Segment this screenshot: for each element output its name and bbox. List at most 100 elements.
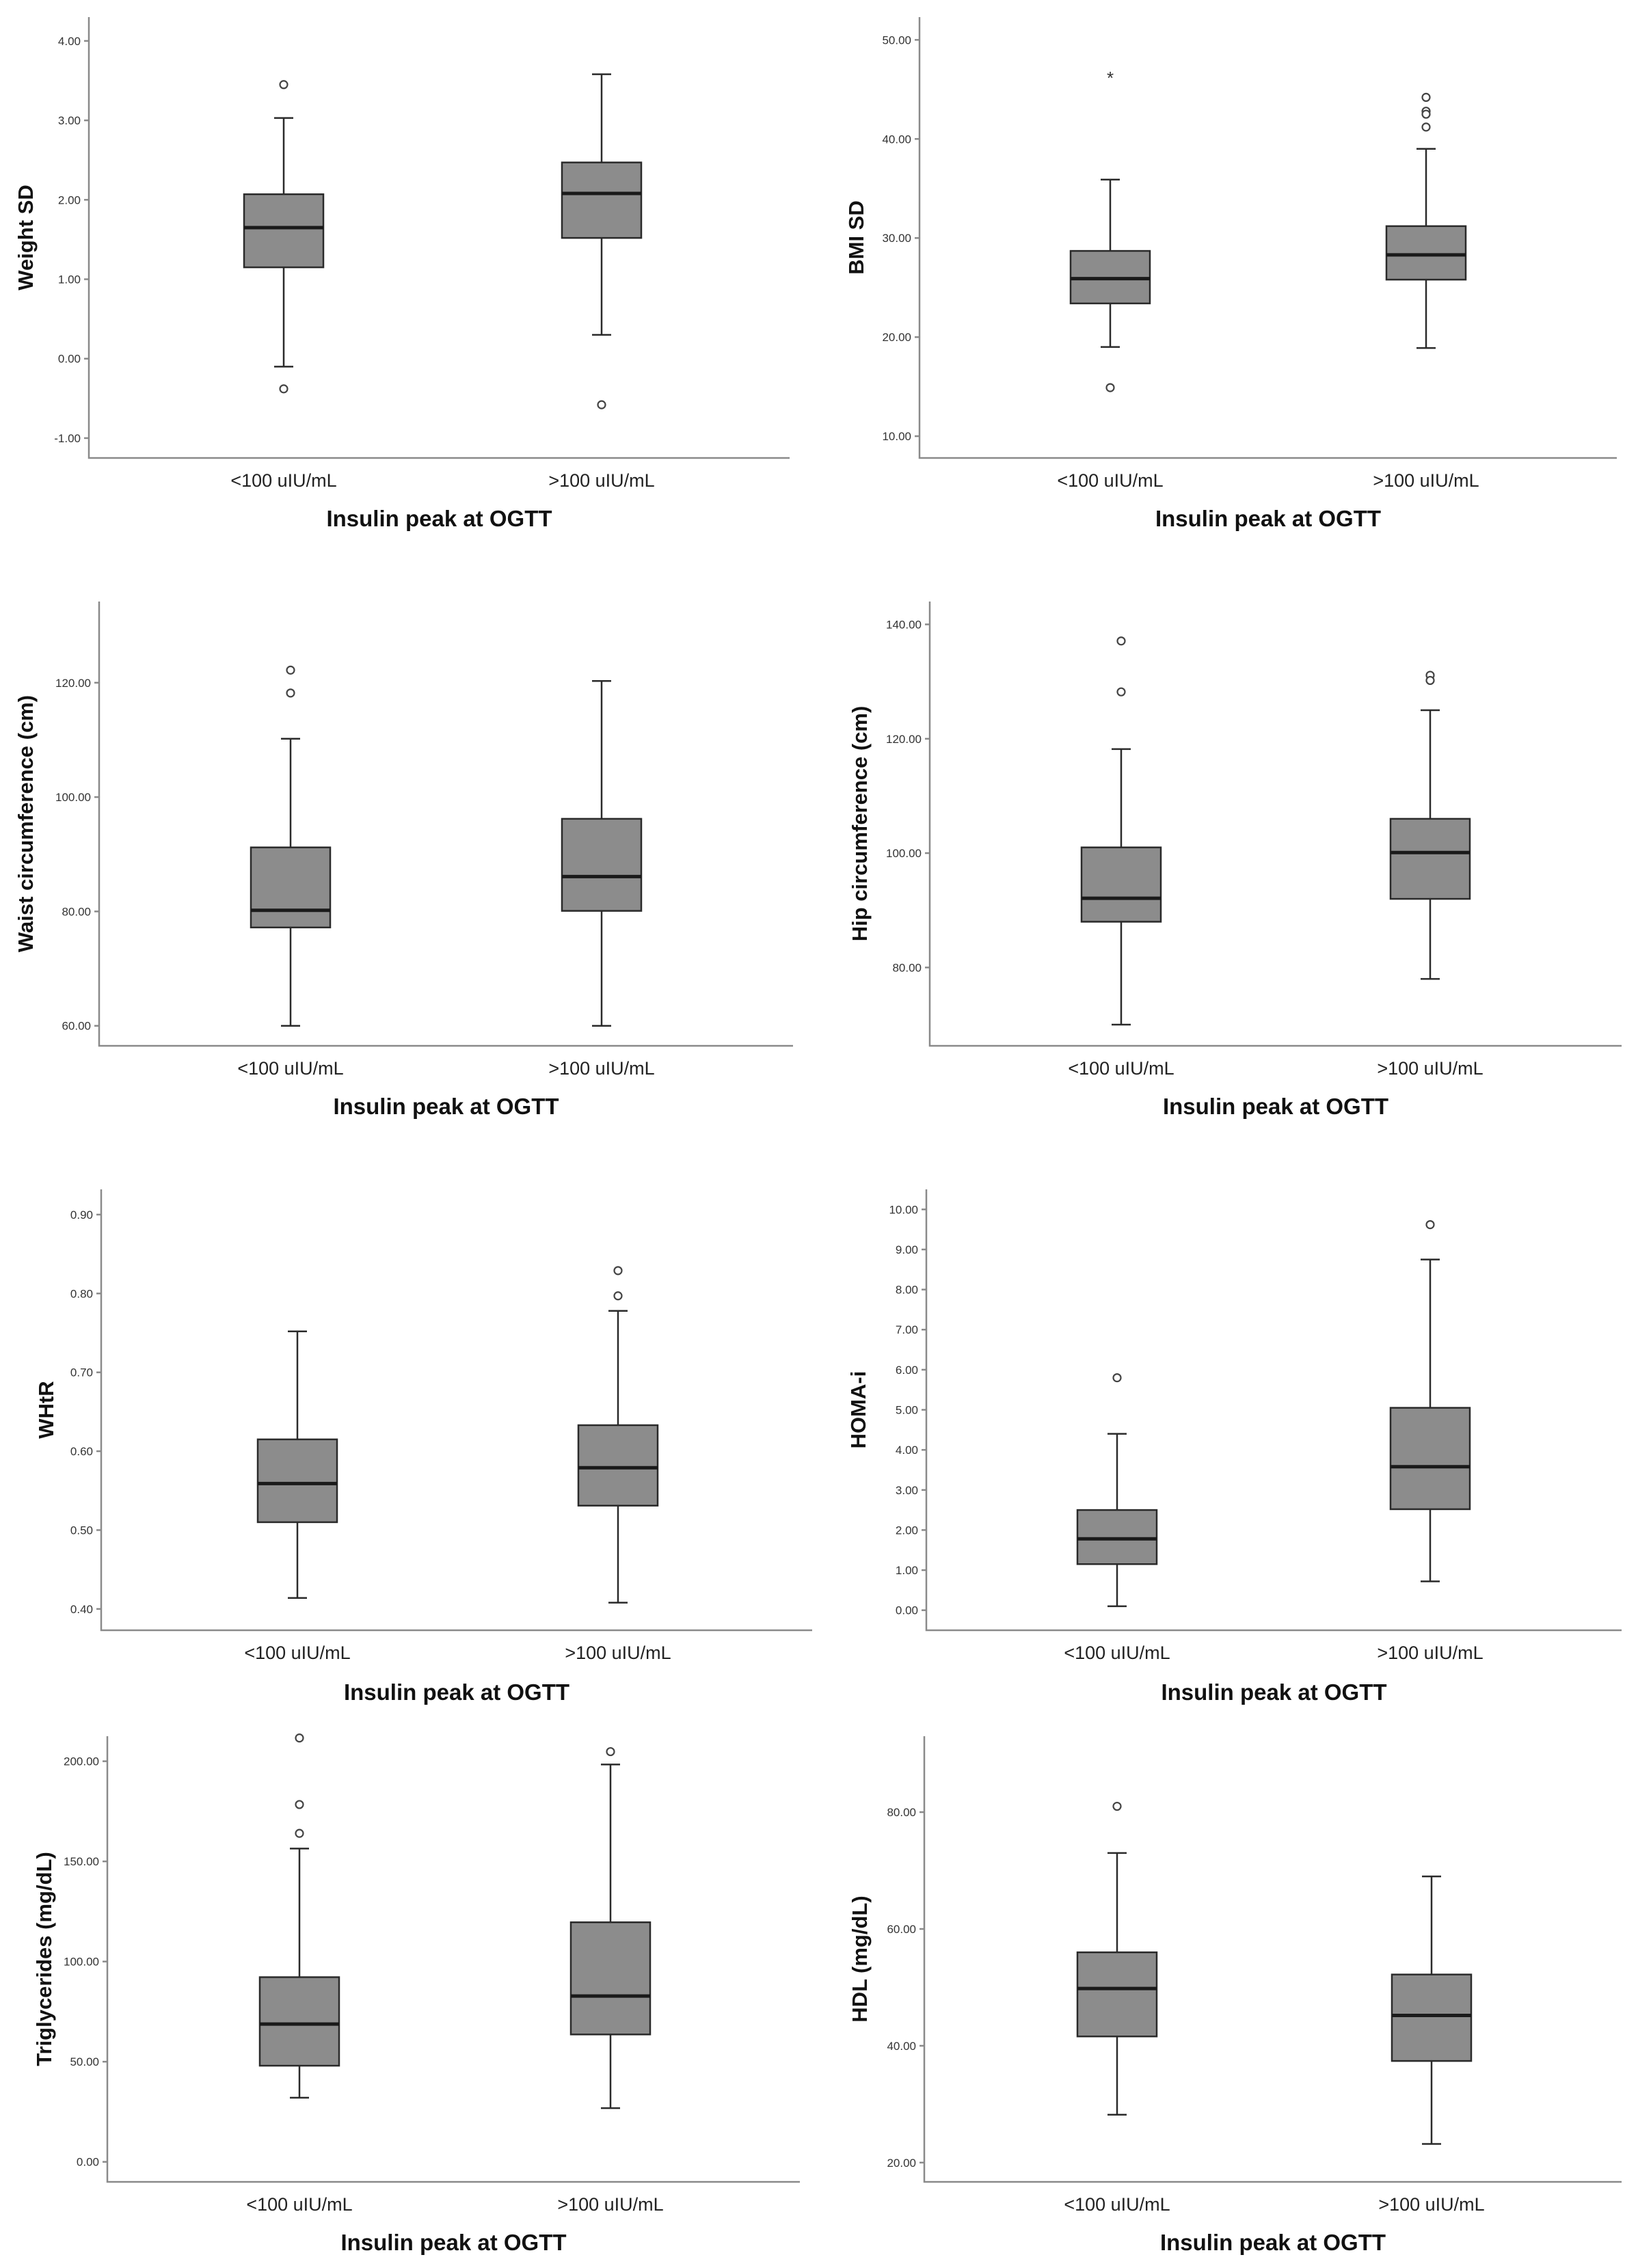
x-axis-title: Insulin peak at OGTT	[1160, 2230, 1386, 2255]
iqr-box	[1389, 1407, 1471, 1511]
x-category-label: <100 uIU/mL	[1064, 2194, 1170, 2215]
y-tick-label: 0.80	[70, 1287, 93, 1300]
outlier-point	[295, 1733, 304, 1743]
iqr-box	[1080, 846, 1162, 923]
axis-lines	[106, 1736, 800, 2183]
outlier-point	[1116, 687, 1126, 697]
iqr-box	[1076, 1951, 1158, 2038]
y-tick-label: 1.00	[58, 273, 81, 286]
y-tick-label: 6.00	[896, 1364, 918, 1377]
y-tick-label: 0.40	[70, 1603, 93, 1616]
y-axis-title: HDL (mg/dL)	[848, 1895, 872, 2022]
axis-lines	[88, 17, 790, 459]
y-tick-label: 0.00	[896, 1604, 918, 1617]
y-tick-label: 2.00	[58, 193, 81, 206]
y-tick-label: 30.00	[882, 232, 911, 245]
y-tick-label: 9.00	[896, 1243, 918, 1256]
y-tick-label: 10.00	[882, 430, 911, 443]
y-tick-label: 0.90	[70, 1209, 93, 1221]
y-tick-label: 10.00	[889, 1203, 918, 1216]
iqr-box	[577, 1424, 659, 1507]
outlier-point	[1105, 383, 1115, 392]
iqr-box	[561, 818, 643, 912]
chart-panel-4: 80.00 100.00 120.00 140.00 Hip circumference…	[848, 602, 1622, 1119]
outlier-point	[1112, 1373, 1122, 1383]
y-tick-label: 60.00	[62, 1020, 91, 1033]
outlier-point	[1421, 109, 1431, 119]
y-axis-title: BMI SD	[844, 200, 868, 275]
y-tick-label: 50.00	[882, 33, 911, 46]
y-tick-label: 0.00	[77, 2156, 99, 2169]
box-group	[256, 1330, 338, 1599]
y-tick-label: 80.00	[892, 961, 922, 974]
y-tick-label: 100.00	[55, 791, 91, 804]
axis-lines	[100, 1189, 812, 1632]
outlier-point	[613, 1266, 623, 1275]
y-axis-title: Waist circumference (cm)	[14, 695, 38, 952]
outlier-point	[1425, 675, 1435, 686]
y-tick-label: 40.00	[882, 133, 911, 146]
y-tick-label: 5.00	[896, 1404, 918, 1417]
box-group	[1385, 92, 1467, 349]
x-category-label: >100 uIU/mL	[557, 2194, 663, 2215]
box-group	[258, 1733, 340, 2099]
chart-panel-1: -1.00 0.00 1.00 2.00 3.00 4.00 Weight SD <100 u…	[14, 17, 790, 531]
axis-lines	[925, 1189, 1622, 1632]
y-tick-label: 20.00	[882, 331, 911, 344]
box-group	[561, 73, 643, 409]
x-category-label: <100 uIU/mL	[237, 1058, 343, 1079]
y-tick-label: 50.00	[70, 2055, 99, 2068]
x-category-label: <100 uIU/mL	[1064, 1643, 1170, 1663]
x-axis-title: Insulin peak at OGTT	[340, 2230, 566, 2255]
y-axis-title: HOMA-i	[846, 1371, 870, 1449]
y-tick-label: 7.00	[896, 1323, 918, 1336]
iqr-box	[569, 1921, 652, 2036]
x-category-label: >100 uIU/mL	[1377, 1643, 1483, 1663]
y-tick-label: 80.00	[62, 905, 91, 918]
y-axis-title: Weight SD	[14, 185, 38, 290]
iqr-box	[243, 193, 325, 269]
axis-lines	[98, 602, 793, 1047]
x-category-label: <100 uIU/mL	[1057, 470, 1163, 491]
box-group	[243, 80, 325, 394]
x-axis-title: Insulin peak at OGTT	[344, 1679, 569, 1705]
chart-panel-5: 0.40 0.50 0.60 0.70 0.80 0.90 WHtR <100 uIU/mL >…	[34, 1189, 812, 1705]
iqr-box	[1389, 818, 1471, 900]
box-group: *	[1069, 68, 1151, 392]
outlier-point	[279, 80, 288, 90]
x-category-label: >100 uIU/mL	[548, 1058, 654, 1079]
y-tick-label: 120.00	[886, 733, 922, 746]
chart-panel-3: 60.00 80.00 100.00 120.00 Waist circumferenc…	[14, 602, 793, 1119]
y-tick-label: 140.00	[886, 618, 922, 631]
x-category-label: <100 uIU/mL	[1068, 1058, 1174, 1079]
outlier-point	[295, 1800, 304, 1809]
x-axis-title: Insulin peak at OGTT	[1163, 1094, 1388, 1119]
y-tick-label: 200.00	[64, 1755, 99, 1768]
y-tick-label: 100.00	[64, 1956, 99, 1969]
box-group	[1080, 636, 1162, 1026]
y-tick-label: 4.00	[58, 35, 81, 48]
x-category-label: >100 uIU/mL	[565, 1643, 671, 1663]
extreme-point: *	[1107, 68, 1114, 88]
iqr-box	[256, 1438, 338, 1524]
outlier-point	[606, 1746, 615, 1757]
x-category-label: >100 uIU/mL	[548, 470, 654, 491]
chart-panel-8: 20.00 40.00 60.00 80.00 HDL (mg/dL) <100 uIU/…	[848, 1736, 1622, 2255]
outlier-point	[286, 665, 295, 675]
x-axis-title: Insulin peak at OGTT	[1161, 1679, 1386, 1705]
box-group	[250, 665, 332, 1027]
outlier-point	[1421, 92, 1431, 103]
x-category-label: >100 uIU/mL	[1378, 2194, 1484, 2215]
box-group	[1076, 1801, 1158, 2116]
axis-lines	[918, 17, 1617, 459]
outlier-point	[613, 1291, 623, 1301]
y-tick-label: 4.00	[896, 1444, 918, 1457]
iqr-box	[1391, 1973, 1473, 2062]
chart-panel-2: 10.00 20.00 30.00 40.00 50.00 BMI SD <100 uIU/…	[844, 17, 1617, 531]
iqr-box	[258, 1976, 340, 2067]
box-group	[1389, 1219, 1471, 1582]
x-category-label: >100 uIU/mL	[1377, 1058, 1483, 1079]
box-group	[577, 1266, 659, 1604]
y-tick-label: 3.00	[896, 1484, 918, 1497]
